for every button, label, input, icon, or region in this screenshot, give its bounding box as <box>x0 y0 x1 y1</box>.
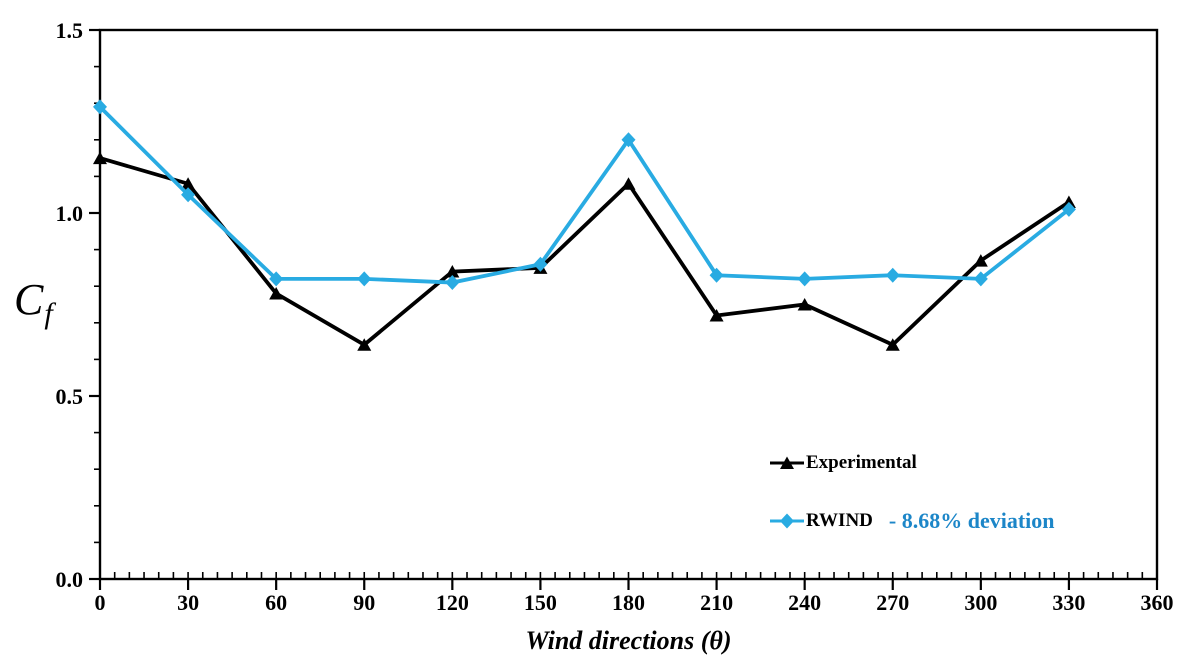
deviation-note: - 8.68% deviation <box>888 508 1055 533</box>
x-axis-title: Wind directions (θ) <box>525 626 732 655</box>
rwind-marker <box>973 271 988 287</box>
rwind-marker <box>885 267 900 283</box>
experimental-line <box>99 156 1070 348</box>
legend-marker-triangle-icon <box>780 456 794 469</box>
experimental-marker <box>181 177 196 190</box>
x-tick-label: 150 <box>524 590 557 615</box>
experimental-marker <box>357 338 372 351</box>
rwind-marker <box>797 271 812 287</box>
legend-label-experimental: Experimental <box>806 452 917 473</box>
experimental-marker <box>797 298 812 311</box>
rwind-line <box>98 105 1071 285</box>
rwind-marker <box>93 99 107 115</box>
experimental-marker <box>885 338 900 351</box>
x-tick-label: 270 <box>876 590 909 615</box>
experimental-line-marker-icon <box>770 456 804 469</box>
x-tick-label: 330 <box>1052 590 1085 615</box>
y-tick-label: 0.5 <box>56 384 84 409</box>
x-tick-label: 120 <box>436 590 469 615</box>
y-tick-label: 1.5 <box>56 18 84 43</box>
experimental-marker <box>973 254 988 267</box>
rwind-marker <box>181 187 196 203</box>
rwind-marker <box>621 132 636 148</box>
x-tick-label: 60 <box>265 590 287 615</box>
legend-item-experimental: Experimental <box>770 450 1055 476</box>
y-axis-title: Cf <box>14 278 53 329</box>
y-tick-label: 0.0 <box>56 567 84 592</box>
y-axis-title-main: C <box>14 275 44 324</box>
legend: Experimental RWIND - 8.68% deviation <box>770 450 1055 534</box>
experimental-marker <box>93 151 107 165</box>
x-tick-label: 300 <box>964 590 997 615</box>
experimental-marker <box>1061 195 1076 209</box>
y-axis-title-sub: f <box>44 297 53 330</box>
x-tick-label: 240 <box>788 590 821 615</box>
experimental-marker <box>269 287 284 300</box>
rwind-marker <box>1061 201 1076 217</box>
x-tick-label: 90 <box>353 590 375 615</box>
experimental-marker <box>445 265 460 278</box>
x-tick-label: 360 <box>1141 590 1174 615</box>
rwind-marker <box>709 267 724 283</box>
x-tick-label: 30 <box>177 590 199 615</box>
legend-marker-diamond-icon <box>780 513 794 529</box>
rwind-marker <box>269 271 284 287</box>
y-tick-label: 1.0 <box>56 201 84 226</box>
experimental-marker <box>621 177 636 190</box>
legend-item-rwind: RWIND - 8.68% deviation <box>770 508 1055 534</box>
x-tick-label: 0 <box>95 590 106 615</box>
rwind-marker <box>445 275 460 291</box>
x-tick-label: 180 <box>612 590 645 615</box>
x-tick-label: 210 <box>700 590 733 615</box>
rwind-marker <box>533 256 548 272</box>
experimental-marker <box>709 308 724 322</box>
rwind-marker <box>357 271 372 287</box>
legend-label-rwind: RWIND <box>806 510 873 531</box>
rwind-line-marker-icon <box>770 513 804 529</box>
